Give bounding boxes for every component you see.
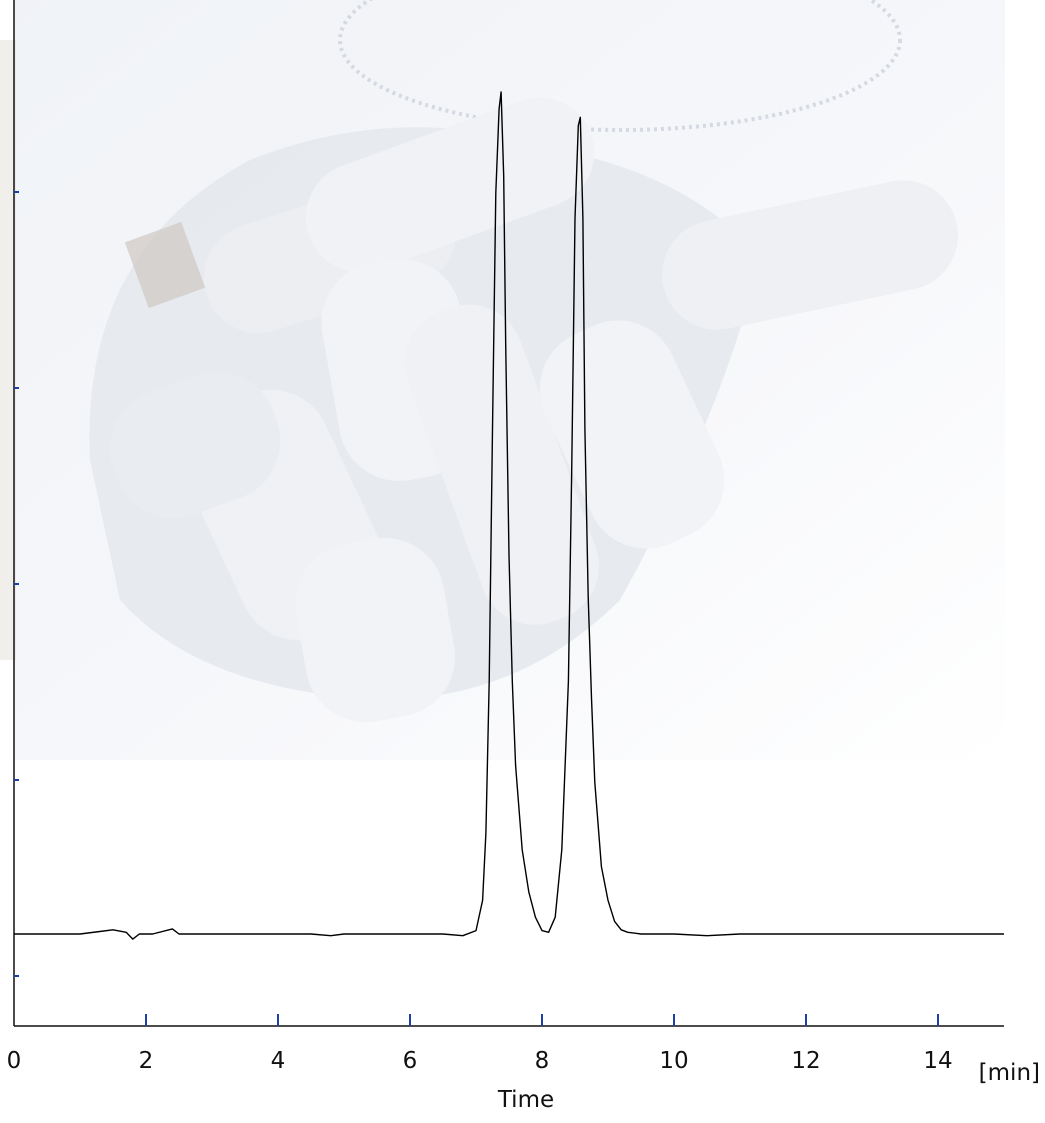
x-tick-label-14: 14 bbox=[923, 1048, 952, 1074]
x-tick-label-8: 8 bbox=[535, 1048, 550, 1074]
x-tick-label-12: 12 bbox=[791, 1048, 820, 1074]
x-axis-ticks bbox=[145, 1014, 939, 1026]
x-tick-label-2: 2 bbox=[139, 1048, 154, 1074]
x-tick-label-10: 10 bbox=[659, 1048, 688, 1074]
x-axis-unit-label: [min] bbox=[979, 1060, 1040, 1086]
chart-axes bbox=[13, 0, 1004, 1027]
x-tick-label-6: 6 bbox=[403, 1048, 418, 1074]
y-axis-ticks bbox=[14, 191, 19, 977]
x-tick-label-4: 4 bbox=[271, 1048, 286, 1074]
series-line-chromatogram-trace bbox=[14, 91, 1004, 940]
x-axis-label: Time bbox=[497, 1087, 554, 1113]
x-tick-label-0: 0 bbox=[7, 1048, 22, 1074]
x-axis-tick-labels: 0 2 4 6 8 10 12 14 bbox=[7, 1048, 953, 1074]
